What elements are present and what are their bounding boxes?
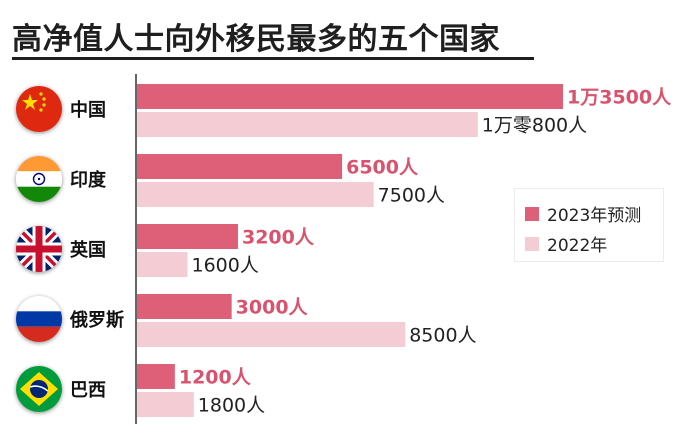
bar-2022-russia	[137, 322, 406, 347]
country-label-brazil: 巴西	[70, 380, 106, 401]
country-label-russia: 俄罗斯	[70, 310, 124, 331]
legend-label-2022: 2022年	[547, 236, 608, 256]
bar-2022-india	[137, 182, 374, 207]
bar-2022-brazil	[137, 392, 194, 417]
legend-item-2023: 2023年预测	[525, 201, 641, 226]
legend-swatch-2022	[525, 236, 539, 251]
russia-flag-icon	[16, 296, 62, 342]
china-flag-icon	[16, 86, 62, 132]
value-label-2022-china: 1万零800人	[482, 115, 587, 137]
brazil-flag-icon	[16, 366, 62, 412]
bar-2022-uk	[137, 252, 188, 277]
country-row-china: 中国	[0, 80, 136, 140]
bar-2023-brazil	[137, 364, 175, 389]
value-label-2023-brazil: 1200人	[179, 367, 252, 389]
value-label-2023-uk: 3200人	[242, 227, 315, 249]
chart-legend: 2023年预测 2022年	[514, 188, 664, 262]
title-underline	[12, 57, 534, 60]
value-label-2022-uk: 1600人	[191, 255, 258, 277]
country-row-uk: 英国	[0, 220, 136, 280]
country-row-brazil: 巴西	[0, 360, 136, 420]
value-label-2023-india: 6500人	[346, 157, 419, 179]
bar-2023-china	[137, 84, 563, 109]
bar-2022-china	[137, 112, 478, 137]
value-label-2023-russia: 3000人	[236, 297, 309, 319]
value-label-2022-brazil: 1800人	[198, 395, 265, 417]
country-label-china: 中国	[70, 100, 106, 121]
legend-label-2023: 2023年预测	[547, 206, 642, 226]
chart-title: 高净值人士向外移民最多的五个国家	[12, 22, 500, 57]
country-label-uk: 英国	[70, 240, 106, 261]
uk-flag-icon	[16, 226, 62, 272]
value-label-2022-india: 7500人	[378, 185, 445, 207]
bar-2023-uk	[137, 224, 238, 249]
india-flag-icon	[16, 156, 62, 202]
value-label-2022-russia: 8500人	[409, 325, 476, 347]
legend-swatch-2023	[525, 206, 539, 221]
bar-2023-russia	[137, 294, 232, 319]
bar-2023-india	[137, 154, 343, 179]
country-label-india: 印度	[70, 170, 106, 191]
legend-item-2022: 2022年	[525, 231, 607, 256]
country-row-russia: 俄罗斯	[0, 290, 136, 350]
country-row-india: 印度	[0, 150, 136, 210]
value-label-2023-china: 1万3500人	[567, 87, 672, 109]
